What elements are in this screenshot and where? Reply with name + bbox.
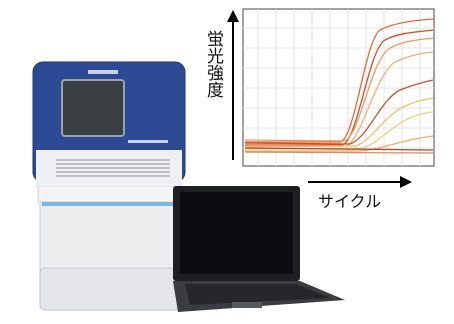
illustration — [0, 0, 454, 324]
amplification-chart — [243, 9, 434, 166]
x-axis-label: サイクル — [318, 188, 381, 212]
pcr-instrument — [33, 62, 185, 310]
y-axis-label: 蛍光強度 — [203, 30, 223, 98]
scene: 蛍光強度 サイクル — [0, 0, 454, 324]
